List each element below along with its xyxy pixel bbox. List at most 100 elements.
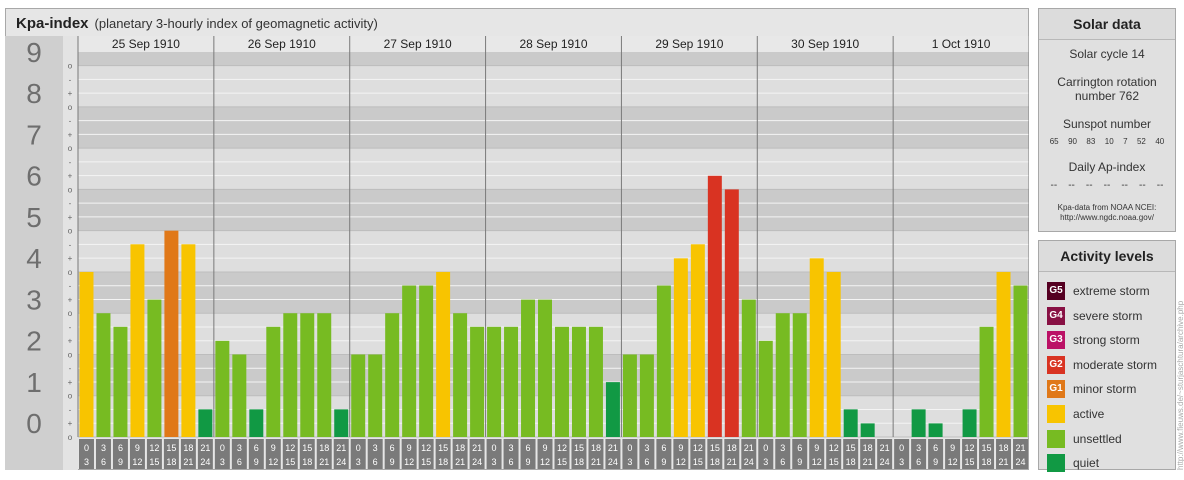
interval-label-start: 18: [727, 443, 737, 453]
ap-value: --: [1139, 180, 1146, 191]
kp-bar: [741, 299, 756, 437]
ap-values: -- -- -- -- -- -- --: [1039, 180, 1175, 191]
kp-bar: [521, 299, 536, 437]
interval-label-box: [605, 439, 621, 469]
interval-label-box: [299, 439, 315, 469]
interval-label-box: [911, 439, 927, 469]
ap-value: --: [1121, 180, 1128, 191]
legend-item: G2 moderate storm: [1047, 354, 1175, 376]
interval-label-end: 24: [1016, 457, 1026, 467]
interval-label-start: 18: [863, 443, 873, 453]
interval-label-start: 21: [1016, 443, 1026, 453]
y-minor-label: +: [68, 337, 73, 346]
legend-label: strong storm: [1073, 333, 1140, 348]
kp-bar: [571, 326, 586, 437]
interval-label-box: [928, 439, 944, 469]
kp-bar: [622, 354, 637, 437]
interval-label-box: [724, 439, 740, 469]
interval-label-box: [843, 439, 859, 469]
kp-bar: [470, 326, 485, 437]
carrington-line1: Carrington rotation: [1057, 75, 1157, 89]
kp-bar: [232, 354, 247, 437]
legend-swatch: G3: [1047, 331, 1065, 350]
interval-label-end: 18: [846, 457, 856, 467]
legend-item: active: [1047, 403, 1175, 425]
y-minor-label: +: [68, 254, 73, 263]
interval-label-start: 21: [200, 443, 210, 453]
interval-label-start: 3: [509, 443, 514, 453]
interval-label-start: 15: [574, 443, 584, 453]
kp-bar: [996, 271, 1011, 437]
interval-label-end: 12: [540, 457, 550, 467]
interval-label-box: [435, 439, 451, 469]
interval-label-start: 21: [744, 443, 754, 453]
interval-label-box: [996, 439, 1012, 469]
kp-band: [78, 230, 1029, 272]
interval-label-end: 9: [118, 457, 123, 467]
y-minor-label: o: [68, 62, 73, 71]
kp-bar: [792, 313, 807, 437]
y-tick-label: 0: [26, 408, 42, 439]
y-minor-label: o: [68, 433, 73, 442]
solar-cycle: Solar cycle 14: [1069, 47, 1145, 61]
kp-bar: [724, 189, 739, 437]
interval-label-start: 3: [780, 443, 785, 453]
interval-label-start: 0: [492, 443, 497, 453]
interval-label-box: [418, 439, 434, 469]
interval-label-box: [214, 439, 230, 469]
interval-label-end: 15: [149, 457, 159, 467]
interval-label-start: 0: [84, 443, 89, 453]
interval-label-end: 18: [438, 457, 448, 467]
interval-label-box: [180, 439, 196, 469]
interval-label-start: 12: [149, 443, 159, 453]
interval-label-end: 12: [676, 457, 686, 467]
interval-label-start: 0: [627, 443, 632, 453]
interval-label-box: [231, 439, 247, 469]
chart-title-bar: Kpa-index (planetary 3-hourly index of ge…: [6, 9, 1028, 37]
interval-label-end: 21: [591, 457, 601, 467]
interval-label-box: [316, 439, 332, 469]
kp-bar: [707, 175, 722, 438]
interval-label-start: 12: [285, 443, 295, 453]
interval-label-start: 18: [183, 443, 193, 453]
kp-bar: [453, 313, 468, 437]
interval-label-start: 18: [319, 443, 329, 453]
legend-item: G5 extreme storm: [1047, 280, 1175, 302]
interval-label-box: [894, 439, 910, 469]
interval-label-end: 9: [254, 457, 259, 467]
interval-label-box: [554, 439, 570, 469]
interval-label-box: [197, 439, 213, 469]
y-minor-label: -: [69, 282, 72, 291]
interval-label-end: 15: [557, 457, 567, 467]
y-tick-label: 2: [26, 326, 42, 357]
kp-bar: [436, 271, 451, 437]
sunspot-value: 65: [1049, 137, 1059, 146]
legend-item: quiet: [1047, 452, 1175, 474]
y-minor-label: +: [68, 419, 73, 428]
kp-bar: [317, 313, 332, 437]
solar-data-heading: Solar data: [1039, 9, 1175, 40]
y-tick-label: 3: [26, 284, 42, 315]
interval-label-end: 6: [373, 457, 378, 467]
interval-label-end: 18: [302, 457, 312, 467]
interval-label-start: 6: [390, 443, 395, 453]
activity-levels-heading: Activity levels: [1039, 241, 1175, 272]
interval-label-start: 18: [999, 443, 1009, 453]
interval-label-end: 18: [574, 457, 584, 467]
kp-bar: [979, 326, 994, 437]
interval-label-start: 12: [965, 443, 975, 453]
kp-bar: [588, 326, 603, 437]
interval-label-start: 0: [899, 443, 904, 453]
interval-label-end: 12: [132, 457, 142, 467]
kp-bar: [283, 313, 298, 437]
interval-label-start: 21: [472, 443, 482, 453]
interval-label-box: [503, 439, 519, 469]
legend-label: severe storm: [1073, 308, 1143, 323]
interval-label-end: 21: [863, 457, 873, 467]
kp-bar: [758, 340, 773, 437]
interval-label-box: [673, 439, 689, 469]
interval-label-box: [248, 439, 264, 469]
y-minor-label: o: [68, 227, 73, 236]
interval-label-box: [741, 439, 757, 469]
interval-label-box: [758, 439, 774, 469]
